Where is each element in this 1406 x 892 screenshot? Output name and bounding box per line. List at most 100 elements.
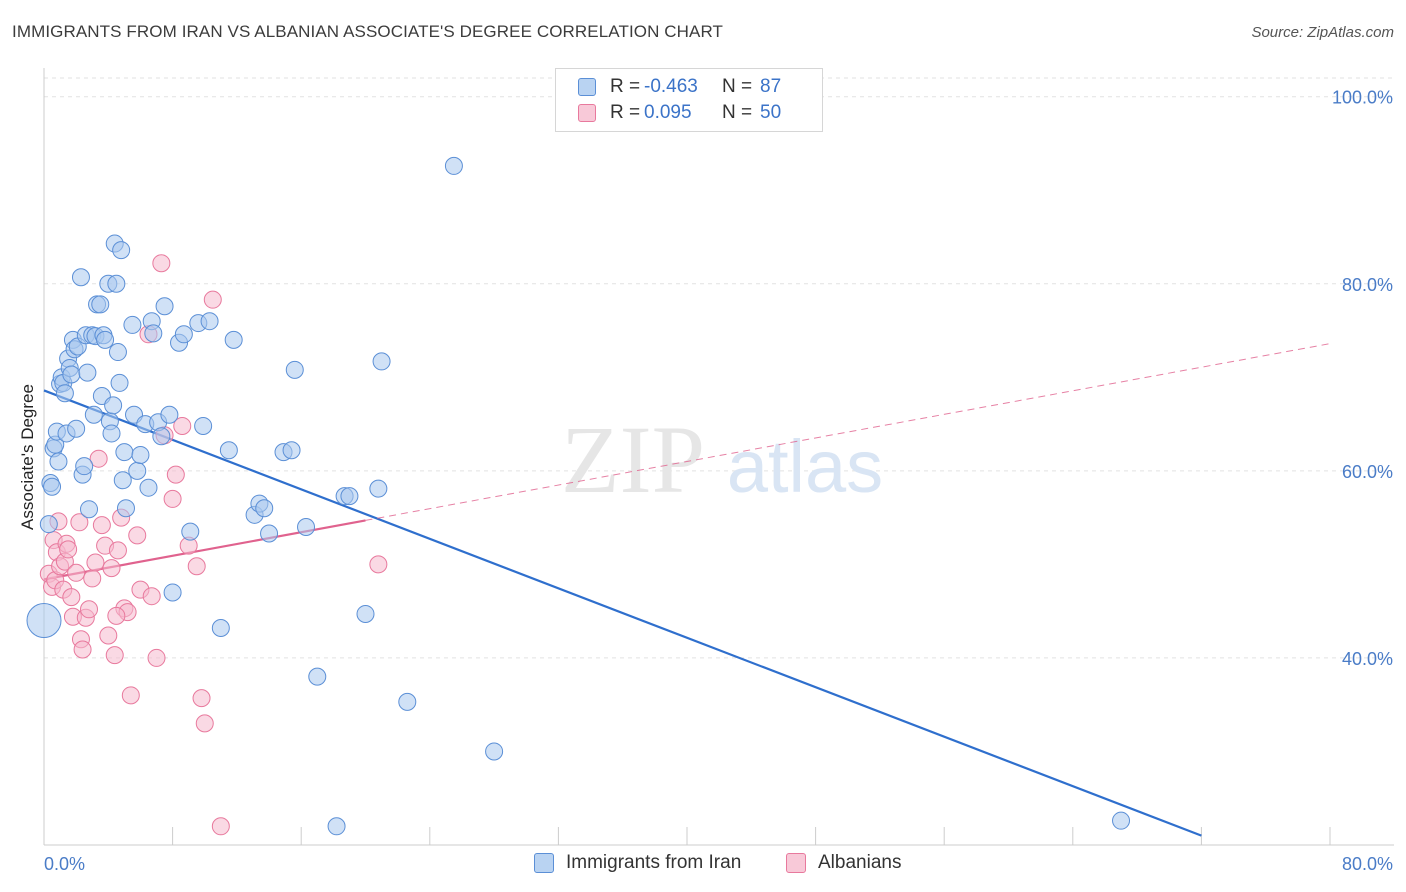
legend-row-albanians: R = 0.095 N = 50 bbox=[578, 101, 781, 125]
albanians-point bbox=[369, 555, 388, 574]
legend-row-iran: R = -0.463 N = 87 bbox=[578, 75, 781, 99]
series-legend-iran: Immigrants from Iran bbox=[534, 852, 741, 874]
iran-point bbox=[110, 373, 129, 392]
albanians-point bbox=[121, 686, 140, 705]
iran-trend-line bbox=[43, 389, 1202, 837]
iran-point bbox=[282, 441, 301, 460]
y-tick-label: 80.0% bbox=[1342, 275, 1393, 295]
iran-point bbox=[123, 315, 142, 334]
iran-point bbox=[43, 477, 62, 496]
iran-point bbox=[163, 583, 182, 602]
legend-r-value-iran: -0.463 bbox=[644, 76, 698, 97]
albanians-trend-line-dashed bbox=[365, 343, 1331, 521]
iran-point bbox=[128, 461, 147, 480]
iran-point bbox=[75, 457, 94, 476]
legend-r-label: R = bbox=[610, 102, 641, 123]
albanians-point bbox=[108, 541, 127, 560]
albanians-point bbox=[211, 817, 230, 836]
albanians-point bbox=[86, 553, 105, 572]
iran-point bbox=[152, 427, 171, 446]
albanians-point bbox=[107, 606, 126, 625]
iran-point bbox=[255, 499, 274, 518]
series-swatch-albanians bbox=[786, 853, 806, 873]
iran-point bbox=[67, 419, 86, 438]
albanians-point bbox=[70, 513, 89, 532]
chart-source: Source: ZipAtlas.com bbox=[1251, 24, 1394, 41]
albanians-point bbox=[105, 646, 124, 665]
iran-point bbox=[485, 742, 504, 761]
iran-point bbox=[112, 241, 131, 260]
albanians-point bbox=[128, 526, 147, 545]
albanians-point bbox=[166, 465, 185, 484]
iran-point bbox=[155, 297, 174, 316]
iran-point bbox=[39, 515, 58, 534]
iran-point bbox=[356, 604, 375, 623]
series-swatch-iran bbox=[534, 853, 554, 873]
series-name-albanians: Albanians bbox=[818, 852, 902, 873]
albanians-point bbox=[89, 449, 108, 468]
iran-point bbox=[104, 396, 123, 415]
albanians-point bbox=[102, 559, 121, 578]
iran-point bbox=[107, 274, 126, 293]
iran-point bbox=[116, 499, 135, 518]
chart-title: IMMIGRANTS FROM IRAN VS ALBANIAN ASSOCIA… bbox=[12, 22, 724, 41]
iran-point bbox=[144, 324, 163, 343]
iran-point bbox=[308, 667, 327, 686]
iran-point bbox=[1112, 811, 1131, 830]
iran-point bbox=[78, 363, 97, 382]
watermark: ZIP atlas bbox=[561, 406, 883, 513]
iran-point bbox=[181, 522, 200, 541]
iran-point bbox=[219, 441, 238, 460]
series-name-iran: Immigrants from Iran bbox=[566, 852, 742, 873]
albanians-point bbox=[80, 600, 99, 619]
legend-n-label: N = bbox=[722, 76, 753, 97]
stats-legend: R = -0.463 N = 87 R = 0.095 N = 50 bbox=[555, 68, 823, 132]
iran-point bbox=[260, 524, 279, 543]
iran-point bbox=[113, 471, 132, 490]
iran-point bbox=[224, 330, 243, 349]
y-tick-label: 100.0% bbox=[1332, 88, 1393, 108]
albanians-point bbox=[195, 714, 214, 733]
albanians-point bbox=[163, 489, 182, 508]
iran-point bbox=[139, 478, 158, 497]
iran-point bbox=[131, 445, 150, 464]
albanians-point bbox=[73, 640, 92, 659]
series-legend: Immigrants from Iran Albanians bbox=[0, 852, 1406, 876]
iran-points bbox=[26, 156, 1131, 836]
iran-point bbox=[108, 343, 127, 362]
iran-point bbox=[200, 312, 219, 331]
iran-point bbox=[91, 295, 110, 314]
iran-point bbox=[80, 500, 99, 519]
iran-point bbox=[194, 416, 213, 435]
grid-lines bbox=[44, 77, 1394, 659]
watermark-zip: ZIP bbox=[561, 406, 705, 513]
albanians-point bbox=[83, 569, 102, 588]
iran-point bbox=[398, 692, 417, 711]
albanians-point bbox=[99, 626, 118, 645]
albanians-point bbox=[152, 254, 171, 273]
albanians-point bbox=[187, 557, 206, 576]
legend-r-value-albanians: 0.095 bbox=[644, 102, 692, 123]
iran-point bbox=[102, 424, 121, 443]
y-tick-label: 60.0% bbox=[1342, 462, 1393, 482]
iran-point bbox=[49, 452, 68, 471]
legend-swatch-iran bbox=[578, 78, 596, 96]
albanians-point bbox=[62, 588, 81, 607]
y-tick-label: 40.0% bbox=[1342, 649, 1393, 669]
albanians-point bbox=[142, 587, 161, 606]
albanians-point bbox=[147, 648, 166, 667]
iran-point bbox=[340, 487, 359, 506]
iran-point bbox=[327, 817, 346, 836]
iran-point bbox=[285, 360, 304, 379]
iran-point bbox=[84, 405, 103, 424]
iran-point bbox=[444, 156, 463, 175]
iran-point bbox=[62, 365, 81, 384]
albanians-point bbox=[59, 540, 78, 559]
iran-point bbox=[297, 517, 316, 536]
watermark-atlas: atlas bbox=[727, 425, 883, 508]
series-legend-albanians: Albanians bbox=[786, 852, 901, 874]
tick-labels: 40.0% 60.0% 80.0% 100.0% 0.0% 80.0% bbox=[44, 88, 1393, 874]
x-tick-label: 0.0% bbox=[44, 854, 85, 874]
legend-n-label: N = bbox=[722, 102, 753, 123]
